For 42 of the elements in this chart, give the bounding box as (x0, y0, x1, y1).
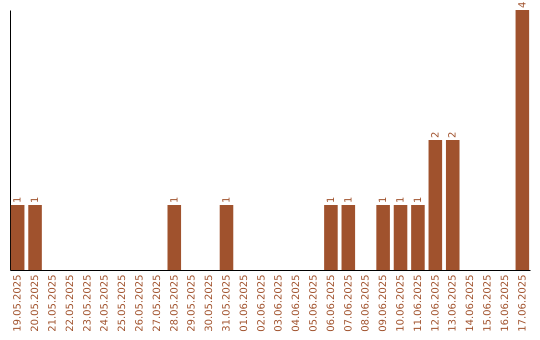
x-tick-label: 16.06.2025 (500, 274, 511, 332)
x-tick-label: 10.06.2025 (396, 274, 407, 332)
data-label: 1 (343, 196, 354, 203)
data-label: 1 (169, 196, 180, 203)
x-tick-label: 06.06.2025 (326, 274, 337, 332)
data-label: 1 (396, 196, 407, 203)
data-label: 1 (412, 196, 424, 203)
x-tick-label: 07.06.2025 (343, 274, 354, 332)
x-tick-label: 14.06.2025 (465, 274, 476, 332)
x-tick-label: 30.05.2025 (204, 274, 216, 332)
x-tick-label: 28.05.2025 (169, 274, 180, 332)
x-tick-label: 29.05.2025 (186, 274, 198, 332)
x-tick-label: 31.05.2025 (221, 274, 232, 332)
x-tick-label: 27.05.2025 (152, 274, 163, 332)
x-tick-label: 01.06.2025 (238, 274, 250, 332)
x-tick-label: 25.05.2025 (117, 274, 128, 332)
x-tick-label: 15.06.2025 (482, 274, 494, 332)
x-tick-label: 12.06.2025 (430, 274, 442, 332)
data-label: 4 (517, 2, 528, 8)
x-tick-label: 19.05.2025 (12, 274, 24, 332)
data-label: 1 (326, 196, 337, 203)
x-tick-label: 11.06.2025 (412, 274, 424, 332)
x-tick-label: 08.06.2025 (360, 274, 372, 332)
data-label: 2 (430, 132, 442, 138)
x-tick-label: 17.06.2025 (517, 274, 528, 332)
data-label: 1 (30, 196, 42, 203)
x-tick-label: 21.05.2025 (47, 274, 58, 332)
x-tick-label: 20.05.2025 (30, 274, 42, 332)
x-tick-label: 24.05.2025 (100, 274, 111, 332)
data-label: 2 (448, 132, 459, 138)
x-tick-label: 09.06.2025 (378, 274, 390, 332)
x-tick-label: 03.06.2025 (274, 274, 285, 332)
x-tick-label: 22.05.2025 (64, 274, 76, 332)
data-label: 1 (12, 196, 24, 203)
x-tick-label: 13.06.2025 (448, 274, 459, 332)
x-tick-label: 05.06.2025 (308, 274, 320, 332)
x-tick-label: 23.05.2025 (82, 274, 94, 332)
data-label: 1 (378, 196, 390, 203)
x-tick-label: 26.05.2025 (134, 274, 146, 332)
data-label: 1 (221, 196, 232, 203)
x-tick-label: 04.06.2025 (291, 274, 302, 332)
x-tick-label: 02.06.2025 (256, 274, 268, 332)
